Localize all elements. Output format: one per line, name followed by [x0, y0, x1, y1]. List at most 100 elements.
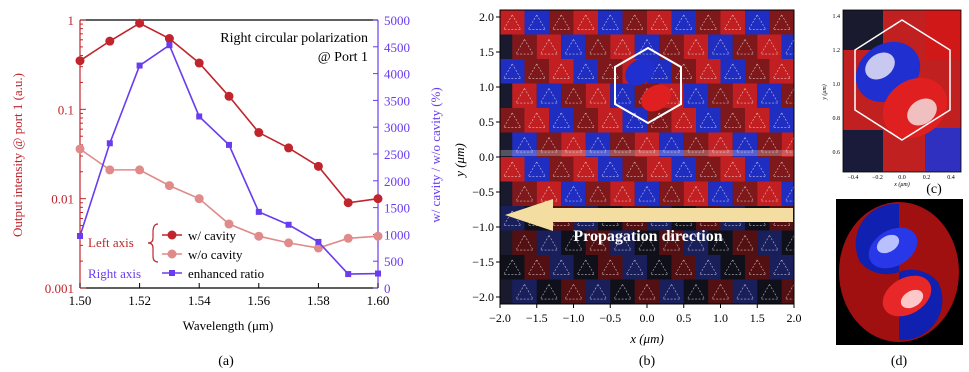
field-cell: [610, 34, 635, 59]
field-cell: [781, 181, 794, 206]
field-cell: [500, 157, 525, 182]
triangle-marker: [601, 161, 620, 177]
series-point-2: [313, 243, 323, 253]
field-cell: [549, 255, 574, 280]
triangle-marker: [748, 112, 767, 128]
triangle-marker: [723, 161, 742, 177]
field-cell: [500, 10, 525, 35]
field-cell: [561, 279, 586, 304]
x-tick-label: 1.52: [128, 293, 151, 308]
triangle-marker: [735, 38, 755, 55]
triangle-marker: [686, 136, 706, 153]
triangle-marker: [760, 283, 779, 300]
field-cell: [622, 10, 647, 35]
series-point-1: [254, 128, 264, 138]
triangle-marker: [527, 112, 546, 128]
c-y-tick-label: 1.0: [833, 82, 841, 88]
field-cell: [512, 34, 537, 59]
ticks-c: −0.4 −0.2 0.0 0.2 0.4 1.4 1.2 1.0 0.8 0.6: [833, 14, 955, 181]
y-axis-label-c: y (μm): [821, 84, 828, 101]
field-cell: [696, 255, 721, 280]
field-cell: [598, 59, 623, 84]
triangle-marker: [576, 161, 595, 177]
b-x-tick-label: 1.5: [750, 311, 765, 325]
triangle-marker: [527, 161, 546, 177]
y-right-tick-label: 4000: [384, 67, 410, 82]
triangle-marker: [588, 136, 608, 153]
field-cell: [671, 108, 696, 133]
triangle-marker: [552, 112, 571, 128]
series-point-2: [105, 165, 115, 175]
series-point-3: [106, 140, 113, 147]
triangle-marker: [748, 14, 767, 30]
field-cell: [634, 230, 660, 255]
c-y-tick-label: 0.8: [833, 116, 841, 122]
b-y-tick-label: 2.0: [479, 10, 494, 24]
triangle-marker: [515, 185, 534, 202]
triangle-marker: [650, 63, 669, 79]
triangle-marker: [674, 161, 693, 177]
caption-c: (c): [926, 182, 942, 197]
field-cell: [769, 157, 794, 182]
triangle-marker: [772, 63, 791, 79]
field-cell: [781, 34, 794, 59]
field-cell: [610, 279, 635, 304]
field-cell: [610, 132, 635, 157]
field-cell: [745, 59, 770, 84]
b-x-tick-label: −1.5: [526, 311, 548, 325]
triangle-marker: [503, 63, 522, 79]
series-point-3: [285, 221, 292, 228]
series-point-1: [75, 56, 85, 66]
series-point-3: [226, 141, 232, 148]
field-cell: [671, 255, 696, 280]
interface-line: [500, 150, 794, 156]
c-y-tick-label: 0.6: [833, 150, 841, 156]
field-cell: [500, 255, 525, 280]
field-cell: [536, 83, 562, 108]
field-cell: [720, 255, 745, 280]
series-point-2: [224, 219, 234, 229]
x-tick-label: 1.60: [367, 293, 390, 308]
legend-enhanced-ratio: enhanced ratio: [188, 266, 264, 281]
field-cell: [659, 181, 684, 206]
field-cell: [573, 10, 598, 35]
field-cell: [720, 59, 745, 84]
triangle-marker: [539, 234, 559, 251]
triangle-marker: [735, 136, 755, 153]
field-cell: [659, 230, 684, 255]
c-x-tick-label: 0.2: [923, 175, 931, 181]
triangle-marker: [613, 234, 632, 251]
field-cell: [769, 59, 794, 84]
triangle-marker: [515, 38, 534, 55]
series-point-2: [373, 231, 383, 241]
triangle-marker: [539, 38, 559, 55]
series-point-1: [284, 143, 294, 153]
field-cell: [598, 157, 623, 182]
field-cell: [781, 83, 794, 108]
field-cell: [671, 10, 696, 35]
triangle-marker: [760, 87, 779, 104]
field-cell: [512, 279, 537, 304]
triangle-marker: [772, 112, 791, 128]
field-cell: [512, 83, 537, 108]
triangle-marker: [515, 283, 534, 300]
triangle-marker: [686, 283, 706, 300]
field-cell: [500, 59, 525, 84]
field-cell: [732, 83, 758, 108]
triangle-marker: [662, 234, 681, 251]
triangle-marker: [650, 161, 669, 177]
x-tick-label: 1.50: [69, 293, 92, 308]
field-cell: [585, 83, 611, 108]
field-cell: [549, 10, 574, 35]
triangle-marker: [711, 136, 730, 153]
triangle-marker: [760, 136, 779, 153]
field-cell: [769, 10, 794, 35]
field-cell: [561, 230, 586, 255]
field-cell: [536, 132, 562, 157]
series-point-1: [373, 194, 383, 204]
vortex-blue: [625, 58, 655, 86]
field-cell: [757, 132, 782, 157]
triangle-marker: [735, 87, 755, 104]
field-cell: [585, 34, 611, 59]
caption-d: (d): [891, 354, 908, 369]
